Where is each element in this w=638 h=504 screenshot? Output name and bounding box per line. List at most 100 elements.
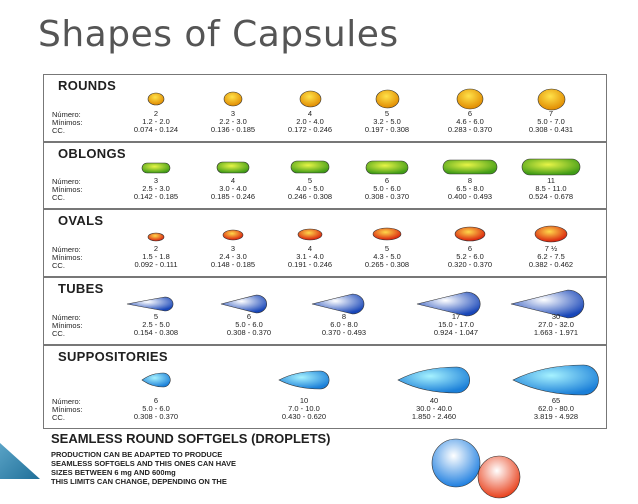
capsule-shape xyxy=(311,293,377,320)
size-number: 4 xyxy=(230,176,236,185)
size-mm: 5.0 - 6.0 xyxy=(235,320,263,329)
capsule-shape xyxy=(223,91,243,112)
size-number: 3 xyxy=(153,176,159,185)
size-spec: 4 3.0 - 4.0 0.185 - 0.246 xyxy=(193,177,273,201)
category-label: OBLONGS xyxy=(58,146,126,161)
size-number: 6 xyxy=(467,109,473,118)
size-mm: 3.1 - 4.0 xyxy=(296,252,324,261)
size-number: 8 xyxy=(341,312,347,321)
size-mm: 5.0 - 6.0 xyxy=(373,184,401,193)
droplets-title: SEAMLESS ROUND SOFTGELS (DROPLETS) xyxy=(51,431,331,446)
droplets-line: SEAMLESS SOFTGELS AND THIS ONES CAN HAVE xyxy=(51,459,237,468)
row-label: CC. xyxy=(52,413,65,422)
capsule-shape xyxy=(141,372,171,393)
row-label: Mínimos: xyxy=(52,253,83,262)
size-spec: 65 62.0 - 80.0 3.819 - 4.928 xyxy=(516,397,596,421)
size-number: 4 xyxy=(307,244,313,253)
size-cc: 0.197 - 0.308 xyxy=(364,125,410,134)
capsule-shape xyxy=(397,366,471,399)
capsule-shape xyxy=(365,160,409,180)
size-mm: 3.2 - 5.0 xyxy=(373,117,401,126)
size-mm: 5.0 - 6.0 xyxy=(142,404,170,413)
capsule-shape xyxy=(521,158,581,181)
droplets-line: PRODUCTION CAN BE ADAPTED TO PRODUCE xyxy=(51,450,223,459)
capsule-shape xyxy=(297,228,323,246)
size-number: 5 xyxy=(384,244,390,253)
size-mm: 4.0 - 5.0 xyxy=(296,184,324,193)
size-spec: 5 2.5 - 5.0 0.154 - 0.308 xyxy=(116,313,196,337)
row-label: Número: xyxy=(52,397,81,406)
size-number: 65 xyxy=(551,396,561,405)
size-mm: 3.0 - 4.0 xyxy=(219,184,247,193)
size-spec: 6 5.0 - 6.0 0.308 - 0.370 xyxy=(209,313,289,337)
category-band: OVALS Número: Mínimos: CC. 2 1.5 - 1.8 0.092 -… xyxy=(43,209,607,277)
capsule-shape xyxy=(126,296,186,317)
size-spec: 5 3.2 - 5.0 0.197 - 0.308 xyxy=(347,110,427,134)
size-mm: 2.2 - 3.0 xyxy=(219,117,247,126)
row-label: Número: xyxy=(52,177,81,186)
size-number: 8 xyxy=(467,176,473,185)
size-spec: 8 6.5 - 8.0 0.400 - 0.493 xyxy=(430,177,510,201)
size-mm: 7.0 - 10.0 xyxy=(288,404,320,413)
droplets-description: PRODUCTION CAN BE ADAPTED TO PRODUCE SEAM… xyxy=(51,450,351,486)
size-cc: 0.154 - 0.308 xyxy=(133,328,179,337)
row-labels: Número: Mínimos: CC. xyxy=(52,111,82,135)
size-number: 30 xyxy=(551,312,561,321)
size-spec: 7 5.0 - 7.0 0.308 - 0.431 xyxy=(511,110,591,134)
size-spec: 30 27.0 - 32.0 1.663 - 1.971 xyxy=(516,313,596,337)
size-spec: 8 6.0 - 8.0 0.370 - 0.493 xyxy=(304,313,384,337)
size-cc: 0.924 - 1.047 xyxy=(433,328,479,337)
size-number: 4 xyxy=(307,109,313,118)
size-spec: 2 1.5 - 1.8 0.092 - 0.111 xyxy=(116,245,196,269)
capsule-shape xyxy=(512,364,600,401)
capsule-shape xyxy=(416,291,496,322)
size-cc: 0.092 - 0.111 xyxy=(134,260,178,269)
size-number: 6 xyxy=(246,312,252,321)
size-cc: 0.320 - 0.370 xyxy=(447,260,493,269)
row-label: Número: xyxy=(52,245,81,254)
category-band: ROUNDS Número: Mínimos: CC. 2 1.2 - 2.0 0.074 … xyxy=(43,74,607,142)
capsule-shape xyxy=(141,161,171,179)
size-mm: 8.5 - 11.0 xyxy=(535,184,567,193)
capsule-shape xyxy=(299,90,322,113)
size-number: 3 xyxy=(230,109,236,118)
size-mm: 4.3 - 5.0 xyxy=(373,252,401,261)
category-label: OVALS xyxy=(58,213,104,228)
size-cc: 0.074 - 0.124 xyxy=(133,125,179,134)
category-label: ROUNDS xyxy=(58,78,117,93)
row-label: CC. xyxy=(52,329,65,338)
category-label: SUPPOSITORIES xyxy=(58,349,168,364)
capsule-shape xyxy=(510,289,602,324)
size-cc: 0.308 - 0.370 xyxy=(364,192,410,201)
size-mm: 1.5 - 1.8 xyxy=(142,252,170,261)
capsule-shape xyxy=(442,159,498,180)
size-spec: 3 2.2 - 3.0 0.136 - 0.185 xyxy=(193,110,273,134)
size-mm: 1.2 - 2.0 xyxy=(142,117,170,126)
size-mm: 6.0 - 8.0 xyxy=(330,320,358,329)
row-label: Mínimos: xyxy=(52,321,83,330)
capsule-shapes-chart: ROUNDS Número: Mínimos: CC. 2 1.2 - 2.0 0.074 … xyxy=(37,74,607,499)
size-spec: 40 30.0 - 40.0 1.850 - 2.460 xyxy=(394,397,474,421)
capsule-shape xyxy=(375,89,400,114)
capsule-shape xyxy=(216,161,250,179)
size-spec: 3 2.5 - 3.0 0.142 - 0.185 xyxy=(116,177,196,201)
size-number: 7 xyxy=(548,109,554,118)
category-band: TUBES Número: Mínimos: CC. 5 2.5 - 5.0 0.154 -… xyxy=(43,277,607,345)
size-spec: 6 5.2 - 6.0 0.320 - 0.370 xyxy=(430,245,510,269)
size-spec: 11 8.5 - 11.0 0.524 - 0.678 xyxy=(511,177,591,201)
size-number: 40 xyxy=(429,396,439,405)
size-cc: 0.524 - 0.678 xyxy=(528,192,574,201)
size-cc: 0.172 - 0.246 xyxy=(287,125,333,134)
size-number: 2 xyxy=(153,244,159,253)
capsule-shape xyxy=(372,227,402,246)
capsule-shape xyxy=(222,228,244,246)
category-band: OBLONGS Número: Mínimos: CC. 3 2.5 - 3.0 0.142… xyxy=(43,142,607,209)
row-label: Mínimos: xyxy=(52,185,83,194)
size-cc: 0.142 - 0.185 xyxy=(133,192,179,201)
size-cc: 0.283 - 0.370 xyxy=(447,125,493,134)
capsule-shape xyxy=(537,88,566,116)
row-label: CC. xyxy=(52,261,65,270)
category-label: TUBES xyxy=(58,281,104,296)
size-cc: 0.308 - 0.370 xyxy=(226,328,272,337)
size-mm: 5.0 - 7.0 xyxy=(537,117,565,126)
